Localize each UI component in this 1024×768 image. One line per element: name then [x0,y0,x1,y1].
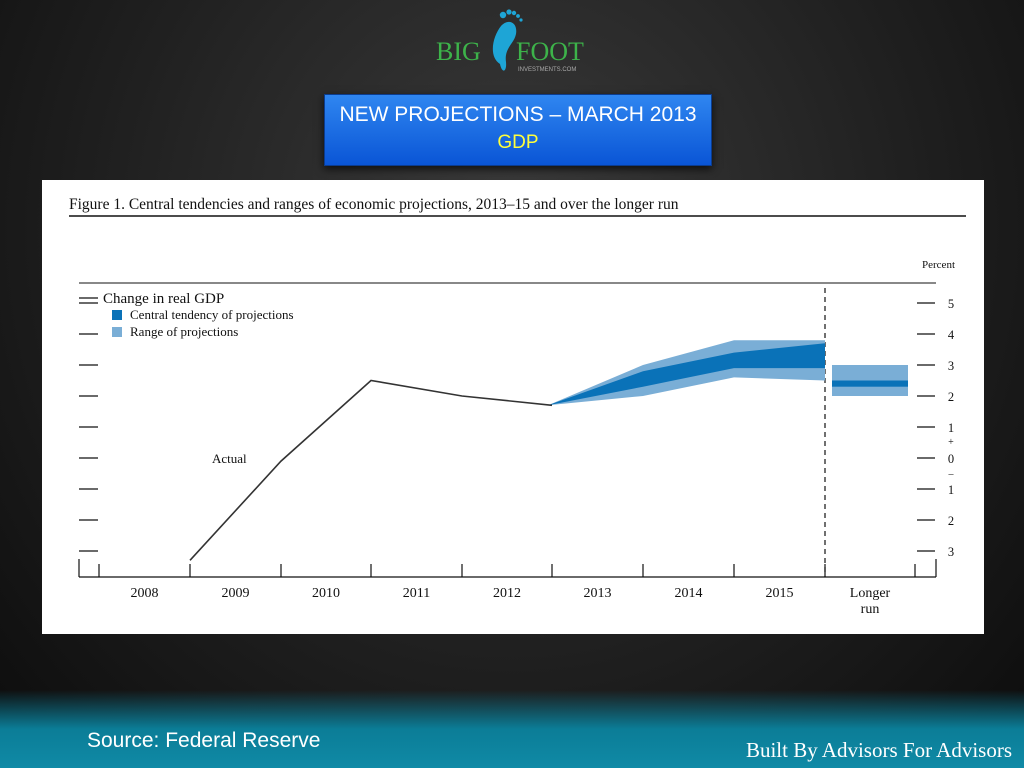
y-tick-label: 0 [948,452,954,466]
legend-item-label: Central tendency of projections [130,307,294,322]
source-note: Source: Federal Reserve [87,729,321,752]
longer-run-central-bar [832,380,908,387]
legend-swatch [112,327,122,337]
figure-caption: Figure 1. Central tendencies and ranges … [69,196,679,213]
x-tick-label: 2010 [312,586,340,601]
figure-panel: Figure 1. Central tendencies and ranges … [42,180,984,634]
slide-subtitle: GDP [497,132,539,153]
x-tick-label: 2009 [222,586,250,601]
x-tick-label: 2013 [584,586,612,601]
x-tick-label: Longer [850,586,891,601]
slide-title: NEW PROJECTIONS – MARCH 2013 [339,103,697,126]
projection-central-area [548,343,825,406]
legend-item-label: Range of projections [130,324,238,339]
footprint-icon [492,9,523,71]
plot-area: 5 4 3 2 1 0 1 2 3 + – 2008 2009 2010 2011 2012 2013 2014 2… [78,288,955,617]
x-tick-label: 2008 [131,586,159,601]
legend-swatch [112,310,122,320]
x-tick-label: 2011 [403,586,430,601]
actual-line [189,379,553,561]
logo-text-big: BIG [436,37,481,66]
actual-label: Actual [212,451,247,466]
x-tick-label: run [861,602,880,617]
zero-plus-sign: + [948,437,954,448]
y-tick-label: 3 [948,359,954,373]
y-tick-label: 4 [948,328,955,342]
x-tick-label: 2015 [766,586,794,601]
footer-band [0,690,1024,768]
unit-label: Percent [922,259,955,271]
y-tick-label: 2 [948,390,954,404]
legend-title: Change in real GDP [103,291,224,307]
y-tick-label: 1 [948,483,954,497]
gdp-projection-chart: Figure 1. Central tendencies and ranges … [69,196,966,617]
logo-tagline: INVESTMENTS.COM [518,67,576,73]
x-tick-label: 2014 [675,586,703,601]
y-tick-label: 2 [948,514,954,528]
title-box: NEW PROJECTIONS – MARCH 2013 GDP [324,94,712,166]
footer-tagline: Built By Advisors For Advisors [745,738,1012,762]
y-tick-label: 3 [948,545,954,559]
y-tick-label: 1 [948,421,954,435]
x-tick-label: 2012 [493,586,521,601]
y-tick-label: 5 [948,297,954,311]
zero-minus-sign: – [948,469,955,480]
bigfoot-logo: BIG FOOT INVESTMENTS.COM [436,9,584,73]
logo-text-foot: FOOT [516,37,584,66]
